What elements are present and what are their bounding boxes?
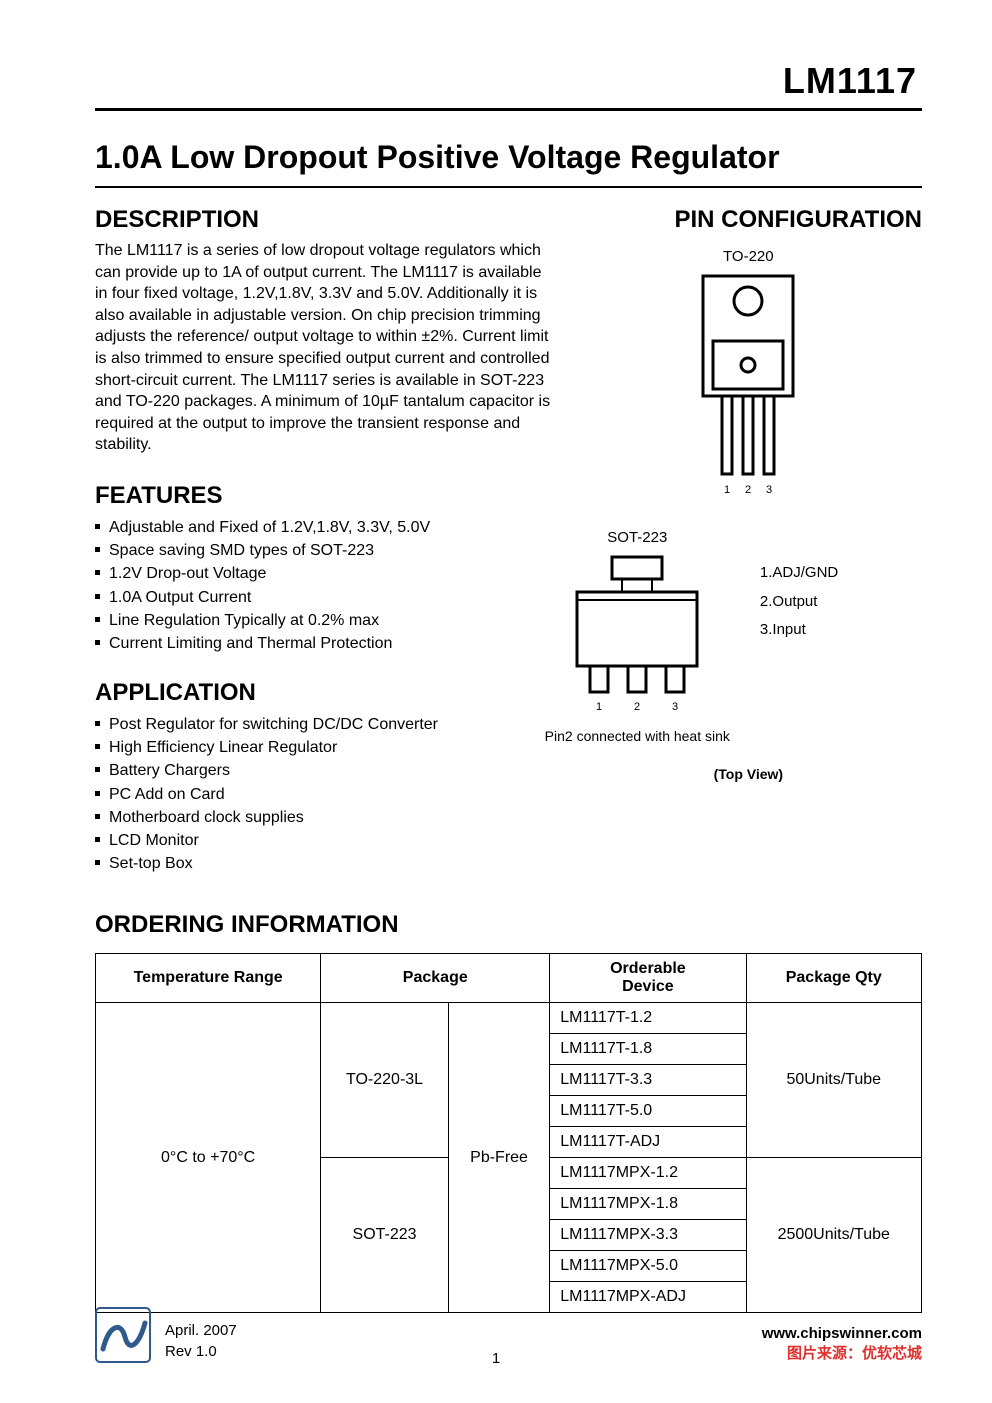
device-cell: LM1117MPX-3.3 xyxy=(550,1220,746,1251)
col-temp: Temperature Range xyxy=(96,954,321,1003)
list-item: Set-top Box xyxy=(95,852,555,875)
temp-range-cell: 0°C to +70°C xyxy=(96,1003,321,1313)
application-heading: APPLICATION xyxy=(95,679,555,707)
device-cell: LM1117MPX-1.8 xyxy=(550,1189,746,1220)
device-cell: LM1117T-1.8 xyxy=(550,1034,746,1065)
svg-text:1: 1 xyxy=(596,701,602,713)
features-heading: FEATURES xyxy=(95,482,555,510)
footer-rev: Rev 1.0 xyxy=(165,1341,237,1363)
sot223-diagram: 1 2 3 xyxy=(557,552,717,722)
footer-url: www.chipswinner.com xyxy=(762,1325,922,1342)
device-cell: LM1117MPX-5.0 xyxy=(550,1251,746,1282)
qty-to220: 50Units/Tube xyxy=(746,1003,922,1158)
pin-meaning-2: 2.Output xyxy=(760,588,838,617)
device-cell: LM1117T-ADJ xyxy=(550,1127,746,1158)
col-qty: Package Qty xyxy=(746,954,922,1003)
to220-label: TO-220 xyxy=(723,248,774,265)
heatsink-note: Pin2 connected with heat sink xyxy=(545,728,730,744)
list-item: Motherboard clock supplies xyxy=(95,806,555,829)
description-heading: DESCRIPTION xyxy=(95,206,555,234)
list-item: 1.0A Output Current xyxy=(95,586,555,609)
top-view-label: (Top View) xyxy=(575,766,922,782)
list-item: Battery Chargers xyxy=(95,759,555,782)
col-device: Orderable Device xyxy=(550,954,746,1003)
pin-config-heading: PIN CONFIGURATION xyxy=(575,206,922,234)
pin-meaning-1: 1.ADJ/GND xyxy=(760,559,838,588)
pb-free-cell: Pb-Free xyxy=(448,1003,549,1313)
svg-text:3: 3 xyxy=(672,701,678,713)
svg-text:1: 1 xyxy=(724,484,730,496)
list-item: 1.2V Drop-out Voltage xyxy=(95,562,555,585)
description-body: The LM1117 is a series of low dropout vo… xyxy=(95,240,555,456)
ordering-heading: ORDERING INFORMATION xyxy=(95,911,922,939)
page-number: 1 xyxy=(492,1350,500,1367)
list-item: Current Limiting and Thermal Protection xyxy=(95,632,555,655)
features-list: Adjustable and Fixed of 1.2V,1.8V, 3.3V,… xyxy=(95,516,555,655)
list-item: High Efficiency Linear Regulator xyxy=(95,736,555,759)
list-item: PC Add on Card xyxy=(95,783,555,806)
sot223-label: SOT-223 xyxy=(607,529,667,546)
col-package: Package xyxy=(321,954,550,1003)
svg-text:3: 3 xyxy=(766,484,772,496)
title-rule xyxy=(95,186,922,188)
footer-source-cn: 图片来源：优软芯城 xyxy=(762,1342,922,1363)
to220-diagram: 1 2 3 xyxy=(678,271,818,511)
device-cell: LM1117MPX-1.2 xyxy=(550,1158,746,1189)
device-cell: LM1117T-3.3 xyxy=(550,1065,746,1096)
device-cell: LM1117T-5.0 xyxy=(550,1096,746,1127)
device-cell: LM1117T-1.2 xyxy=(550,1003,746,1034)
page-title: 1.0A Low Dropout Positive Voltage Regula… xyxy=(95,139,922,176)
package-to220: TO-220-3L xyxy=(321,1003,449,1158)
part-number-header: LM1117 xyxy=(95,60,922,102)
list-item: Adjustable and Fixed of 1.2V,1.8V, 3.3V,… xyxy=(95,516,555,539)
footer-date: April. 2007 xyxy=(165,1320,237,1342)
qty-sot223: 2500Units/Tube xyxy=(746,1158,922,1313)
pin-meaning-3: 3.Input xyxy=(760,616,838,645)
svg-text:2: 2 xyxy=(745,484,751,496)
application-list: Post Regulator for switching DC/DC Conve… xyxy=(95,713,555,875)
list-item: Post Regulator for switching DC/DC Conve… xyxy=(95,713,555,736)
ordering-table: Temperature Range Package Orderable Devi… xyxy=(95,953,922,1313)
pin-meanings: 1.ADJ/GND 2.Output 3.Input xyxy=(760,559,838,645)
list-item: Line Regulation Typically at 0.2% max xyxy=(95,609,555,632)
package-sot223: SOT-223 xyxy=(321,1158,449,1313)
company-logo-icon xyxy=(95,1307,151,1363)
list-item: LCD Monitor xyxy=(95,829,555,852)
header-rule xyxy=(95,108,922,111)
list-item: Space saving SMD types of SOT-223 xyxy=(95,539,555,562)
svg-text:2: 2 xyxy=(634,701,640,713)
